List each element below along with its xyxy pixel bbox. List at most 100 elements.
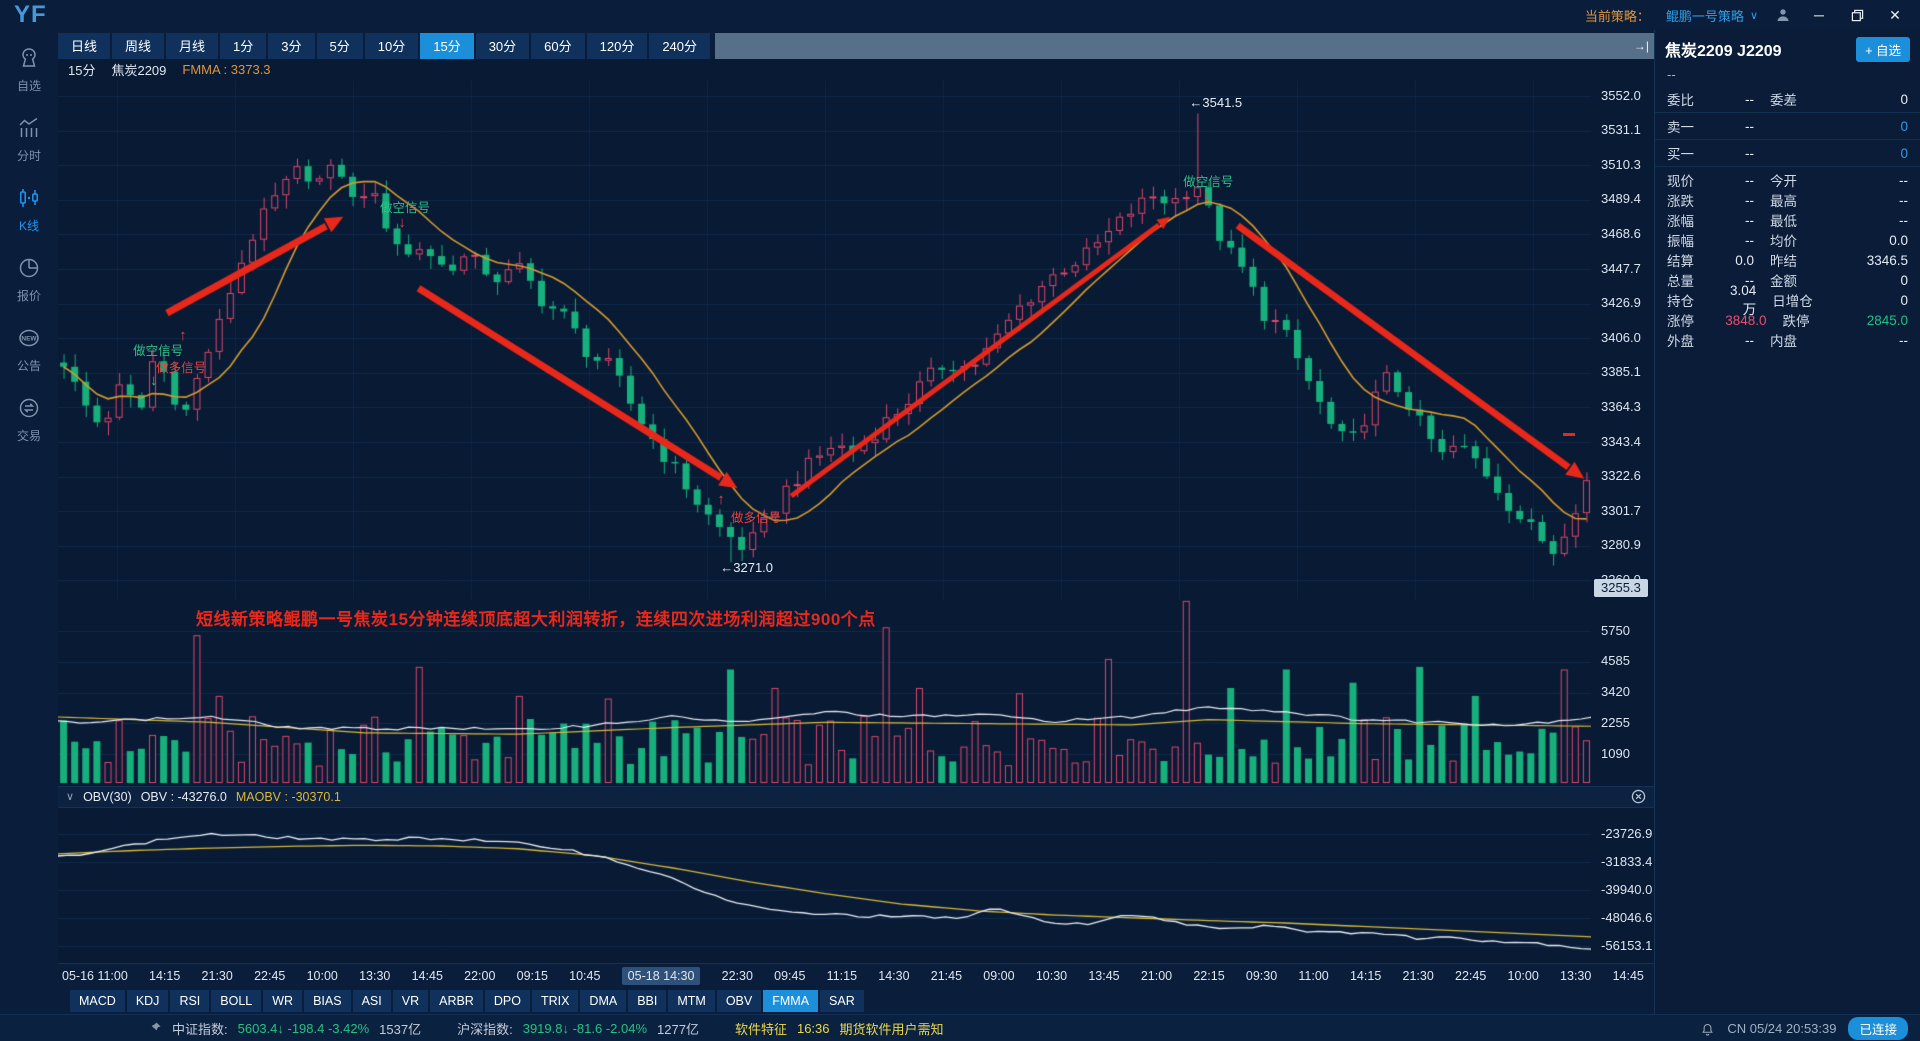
time-label: 22:45 <box>1455 968 1487 983</box>
strategy-dropdown[interactable]: 鲲鹏一号策略 ∨ <box>1666 6 1758 25</box>
time-label: 09:00 <box>983 968 1015 983</box>
tabs-scrollbar[interactable]: →| <box>715 33 1654 59</box>
quote-value: -- <box>1745 91 1754 107</box>
indicator-tab-KDJ[interactable]: KDJ <box>126 990 169 1013</box>
close-button[interactable]: ✕ <box>1889 6 1901 23</box>
sidebar-item-kline[interactable]: K线 <box>0 178 58 242</box>
period-tab-1分[interactable]: 1分 <box>220 33 267 59</box>
sidebar-item-trade[interactable]: 交易 <box>0 388 58 452</box>
indicator-tab-TRIX[interactable]: TRIX <box>531 990 579 1013</box>
user-icon[interactable] <box>1774 6 1792 24</box>
quote-row: 买一 -- 0 <box>1655 140 1920 167</box>
quote-label: 买一 <box>1667 147 1694 162</box>
time-label: 22:45 <box>254 968 286 983</box>
time-label: 21:45 <box>930 968 963 983</box>
period-tab-120分[interactable]: 120分 <box>586 33 648 59</box>
indicator-tab-ASI[interactable]: ASI <box>352 990 391 1013</box>
indicator-tab-DPO[interactable]: DPO <box>484 990 530 1013</box>
news-icon: NEW <box>17 326 41 353</box>
quote-value: -- <box>1745 272 1754 288</box>
minimize-button[interactable]: ─ <box>1814 7 1824 23</box>
indicator-tab-BIAS[interactable]: BIAS <box>304 990 351 1013</box>
indicator-tab-OBV[interactable]: OBV <box>716 990 762 1013</box>
quote-label: 内盘 <box>1770 334 1797 349</box>
sidebar-item-watchlist[interactable]: 自选 <box>0 38 58 102</box>
index1-label: 中证指数: <box>172 1021 228 1037</box>
time-label: 22:00 <box>464 968 496 983</box>
indicator-tab-DMA[interactable]: DMA <box>580 990 627 1013</box>
quote-row: 委比 -- 委差 0 <box>1655 86 1920 113</box>
obv-axis: -23726.9 -31833.4 -39940.0 -48046.6 -56153.1 <box>1591 807 1654 963</box>
pin-icon[interactable] <box>148 1021 162 1035</box>
chevron-down-icon: ∨ <box>1749 9 1758 22</box>
period-tab-周线[interactable]: 周线 <box>112 33 165 59</box>
volume-chart: 短线新策略鲲鹏一号焦炭15分钟连续顶底超大利润转折，连续四次进场利润超过900个… <box>58 598 1654 786</box>
period-tab-30分[interactable]: 30分 <box>475 33 530 59</box>
price-tick: 3531.1 <box>1601 122 1641 138</box>
legend-period: 15分 <box>68 63 96 79</box>
volume-tick: 1090 <box>1601 745 1630 761</box>
quote-value: -- <box>1899 192 1908 208</box>
quote-value: -- <box>1899 172 1908 188</box>
price-tick: 3447.7 <box>1601 260 1641 276</box>
quote-label: 日增仓 <box>1772 294 1813 309</box>
period-tab-3分[interactable]: 3分 <box>268 33 315 59</box>
indicator-tab-BBI[interactable]: BBI <box>628 990 667 1013</box>
quote-value: 0 <box>1900 292 1908 308</box>
price-tick: 3426.9 <box>1601 295 1641 311</box>
connection-status-badge[interactable]: 已连接 <box>1848 1016 1908 1040</box>
quote-label: 最低 <box>1770 214 1797 229</box>
period-tab-10分[interactable]: 10分 <box>364 33 419 59</box>
time-label: 21:30 <box>201 968 233 983</box>
period-tab-60分[interactable]: 60分 <box>531 33 585 59</box>
time-label: 21:00 <box>1140 968 1173 983</box>
indicator-tab-ARBR[interactable]: ARBR <box>430 990 483 1013</box>
quote-label: 结算 <box>1667 254 1694 269</box>
restore-button[interactable] <box>1846 9 1868 22</box>
obv-tick: -56153.1 <box>1601 937 1653 953</box>
sidebar-item-label: 报价 <box>16 289 41 303</box>
period-tab-240分[interactable]: 240分 <box>649 33 711 59</box>
sidebar-item-label: 公告 <box>16 359 41 373</box>
notice-link-2[interactable]: 期货软件用户需知 <box>839 1021 944 1037</box>
indicator-tab-FMMA[interactable]: FMMA <box>763 990 819 1013</box>
index2-values: 3919.8↓ -81.6 -2.04% <box>522 1020 648 1036</box>
candlestick-plot[interactable]: 做空信号 ↑ 做多信号 ↓ 做空信号 ↓ 做空信号 ↓ ↑ 做多信号 ←3541.5 ←3271.0 <box>58 80 1592 599</box>
volume-tick: 2255 <box>1601 714 1630 730</box>
bell-icon[interactable] <box>1700 1021 1715 1036</box>
indicator-tab-BOLL[interactable]: BOLL <box>211 990 262 1013</box>
period-tab-5分[interactable]: 5分 <box>316 33 363 59</box>
sidebar-item-label: 自选 <box>16 79 41 93</box>
sidebar-item-news[interactable]: NEW 公告 <box>0 318 58 382</box>
main-chart-column: 日线 周线 月线 1分 3分 5分 10分 15分 30分 60分 120分 240分 →| 15分 … <box>58 30 1654 1014</box>
indicator-tab-WR[interactable]: WR <box>263 990 303 1013</box>
index1-values: 5603.4↓ -198.4 -3.42% <box>237 1020 370 1036</box>
add-watchlist-button[interactable]: + 自选 <box>1856 36 1910 62</box>
time-label: 13:30 <box>359 968 391 983</box>
sidebar-item-intraday[interactable]: 分时 <box>0 108 58 172</box>
indicator-tab-MACD[interactable]: MACD <box>70 990 125 1013</box>
notice-link-1[interactable]: 软件特征 <box>734 1021 787 1037</box>
indicator-tab-RSI[interactable]: RSI <box>170 990 210 1013</box>
price-tick: 3489.4 <box>1601 191 1641 207</box>
time-label: 11:00 <box>1298 968 1329 983</box>
maobv-value: MAOBV : -30370.1 <box>235 789 341 804</box>
period-tab-月线[interactable]: 月线 <box>166 33 219 59</box>
close-indicator-icon[interactable] <box>1631 789 1646 804</box>
collapse-panel-icon[interactable]: →| <box>1633 38 1649 53</box>
indicator-tab-MTM[interactable]: MTM <box>668 990 715 1013</box>
time-label: 09:15 <box>516 968 548 983</box>
time-label: 10:00 <box>306 968 338 983</box>
indicator-tab-SAR[interactable]: SAR <box>820 990 864 1013</box>
period-tab-日线[interactable]: 日线 <box>58 33 111 59</box>
quote-value: -- <box>1745 192 1754 208</box>
price-tick: 3343.4 <box>1601 433 1641 449</box>
period-tab-15分[interactable]: 15分 <box>420 33 474 59</box>
kline-icon <box>17 186 41 213</box>
chevron-down-icon[interactable]: ∨ <box>66 791 75 804</box>
sidebar-item-quote[interactable]: 报价 <box>0 248 58 312</box>
volume-plot[interactable] <box>58 598 1592 786</box>
indicator-tab-VR[interactable]: VR <box>392 990 429 1013</box>
notice-time: 16:36 <box>796 1020 830 1036</box>
obv-plot[interactable] <box>58 807 1592 963</box>
